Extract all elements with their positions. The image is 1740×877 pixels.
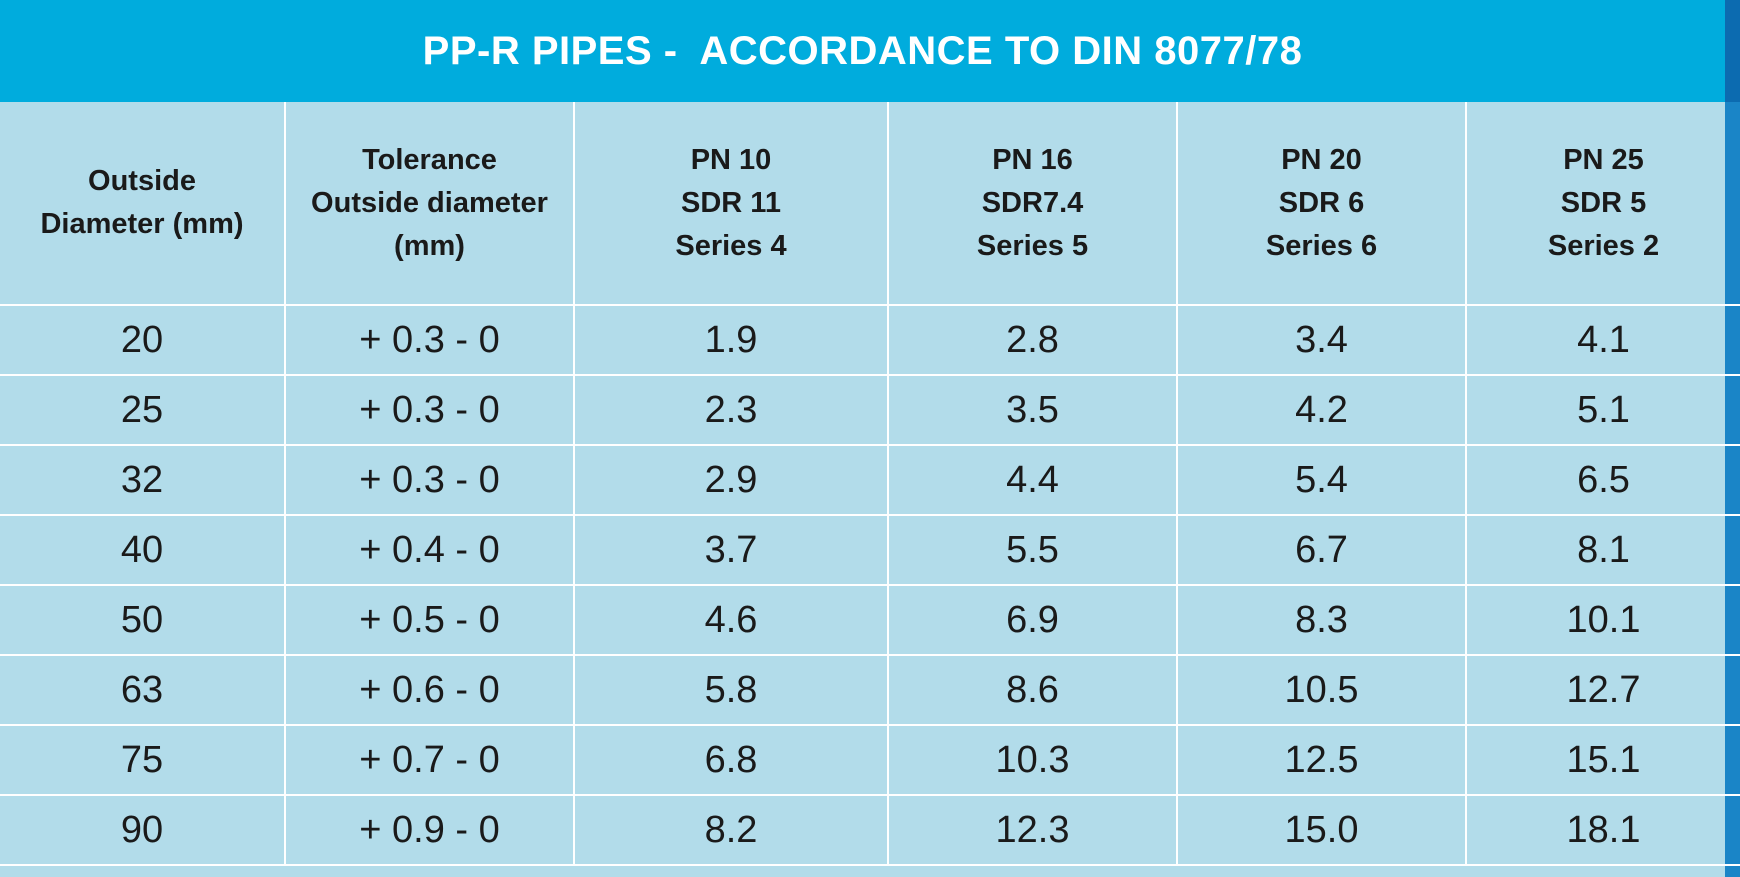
cell-pn20: 4.2 bbox=[1176, 375, 1466, 446]
cell-pn10: 2.3 bbox=[573, 375, 888, 446]
cell-diameter: 75 bbox=[0, 725, 285, 796]
table-row: 40 + 0.4 - 0 3.7 5.5 6.7 8.1 bbox=[0, 515, 1740, 586]
table-row: 75 + 0.7 - 0 6.8 10.3 12.5 15.1 bbox=[0, 725, 1740, 796]
cell-pn16: 12.3 bbox=[887, 795, 1177, 866]
cell-diameter: 25 bbox=[0, 375, 285, 446]
cell-pn25: 4.1 bbox=[1465, 305, 1740, 376]
cell-pn20: 5.4 bbox=[1176, 445, 1466, 516]
cell-pn20: 6.7 bbox=[1176, 515, 1466, 586]
cell-tolerance: + 0.5 - 0 bbox=[284, 585, 574, 656]
cell-diameter: 40 bbox=[0, 515, 285, 586]
pipe-dimensions-table: Outside Diameter (mm) Tolerance Outside … bbox=[0, 102, 1740, 866]
cell-pn25: 15.1 bbox=[1465, 725, 1740, 796]
table-row: 20 + 0.3 - 0 1.9 2.8 3.4 4.1 bbox=[0, 305, 1740, 376]
header-line: (mm) bbox=[394, 229, 465, 262]
cell-pn10: 1.9 bbox=[573, 305, 888, 376]
header-line: Outside bbox=[88, 165, 196, 197]
cell-pn10: 4.6 bbox=[573, 585, 888, 656]
cell-pn16: 5.5 bbox=[887, 515, 1177, 586]
cell-pn25: 6.5 bbox=[1465, 445, 1740, 516]
cell-pn16: 2.8 bbox=[887, 305, 1177, 376]
cell-tolerance: + 0.4 - 0 bbox=[284, 515, 574, 586]
table-row: 90 + 0.9 - 0 8.2 12.3 15.0 18.1 bbox=[0, 795, 1740, 866]
cell-pn20: 3.4 bbox=[1176, 305, 1466, 376]
cell-tolerance: + 0.3 - 0 bbox=[284, 445, 574, 516]
header-pn20: PN 20 SDR 6 Series 6 bbox=[1176, 102, 1466, 306]
header-outside-diameter: Outside Diameter (mm) bbox=[0, 102, 285, 306]
cell-pn20: 8.3 bbox=[1176, 585, 1466, 656]
header-line: PN 16 bbox=[992, 143, 1073, 176]
cell-pn16: 10.3 bbox=[887, 725, 1177, 796]
header-line: SDR 5 bbox=[1560, 186, 1647, 219]
cell-diameter: 63 bbox=[0, 655, 285, 726]
side-strip-top bbox=[1725, 0, 1740, 102]
header-line: Diameter (mm) bbox=[40, 208, 244, 240]
cell-pn25: 12.7 bbox=[1465, 655, 1740, 726]
table-row: 32 + 0.3 - 0 2.9 4.4 5.4 6.5 bbox=[0, 445, 1740, 516]
header-pn16: PN 16 SDR7.4 Series 5 bbox=[887, 102, 1177, 306]
header-line: Outside diameter bbox=[311, 186, 548, 219]
cell-tolerance: + 0.3 - 0 bbox=[284, 375, 574, 446]
cell-pn25: 18.1 bbox=[1465, 795, 1740, 866]
cell-pn20: 15.0 bbox=[1176, 795, 1466, 866]
table-row: 50 + 0.5 - 0 4.6 6.9 8.3 10.1 bbox=[0, 585, 1740, 656]
header-line: PN 10 bbox=[690, 143, 772, 176]
header-line: SDR 6 bbox=[1278, 186, 1365, 219]
header-tolerance: Tolerance Outside diameter (mm) bbox=[284, 102, 574, 306]
header-line: Series 4 bbox=[675, 229, 787, 262]
table-row: 25 + 0.3 - 0 2.3 3.5 4.2 5.1 bbox=[0, 375, 1740, 446]
cell-tolerance: + 0.3 - 0 bbox=[284, 305, 574, 376]
cell-pn20: 10.5 bbox=[1176, 655, 1466, 726]
cell-pn10: 5.8 bbox=[573, 655, 888, 726]
header-line: Series 5 bbox=[976, 229, 1089, 262]
header-pn25: PN 25 SDR 5 Series 2 bbox=[1465, 102, 1740, 306]
cell-pn16: 3.5 bbox=[887, 375, 1177, 446]
cell-pn16: 8.6 bbox=[887, 655, 1177, 726]
cell-pn25: 5.1 bbox=[1465, 375, 1740, 446]
cell-pn25: 8.1 bbox=[1465, 515, 1740, 586]
header-line: SDR7.4 bbox=[981, 186, 1084, 219]
cell-pn10: 2.9 bbox=[573, 445, 888, 516]
table-header-row: Outside Diameter (mm) Tolerance Outside … bbox=[0, 102, 1740, 306]
header-line: Series 2 bbox=[1547, 229, 1660, 262]
header-line: PN 20 bbox=[1281, 143, 1362, 176]
cell-pn16: 4.4 bbox=[887, 445, 1177, 516]
cell-pn10: 8.2 bbox=[573, 795, 888, 866]
cell-pn16: 6.9 bbox=[887, 585, 1177, 656]
cell-pn25: 10.1 bbox=[1465, 585, 1740, 656]
header-line: PN 25 bbox=[1563, 143, 1644, 176]
cell-tolerance: + 0.9 - 0 bbox=[284, 795, 574, 866]
cell-pn10: 6.8 bbox=[573, 725, 888, 796]
page-title: PP-R PIPES - ACCORDANCE TO DIN 8077/78 bbox=[0, 0, 1725, 102]
header-line: Tolerance bbox=[362, 143, 497, 176]
header-line: Series 6 bbox=[1265, 229, 1378, 262]
cell-tolerance: + 0.6 - 0 bbox=[284, 655, 574, 726]
table-row: 63 + 0.6 - 0 5.8 8.6 10.5 12.7 bbox=[0, 655, 1740, 726]
cell-tolerance: + 0.7 - 0 bbox=[284, 725, 574, 796]
cell-pn20: 12.5 bbox=[1176, 725, 1466, 796]
header-line: SDR 11 bbox=[681, 186, 781, 219]
cell-pn10: 3.7 bbox=[573, 515, 888, 586]
cell-diameter: 50 bbox=[0, 585, 285, 656]
cell-diameter: 90 bbox=[0, 795, 285, 866]
cell-diameter: 32 bbox=[0, 445, 285, 516]
cell-diameter: 20 bbox=[0, 305, 285, 376]
header-pn10: PN 10 SDR 11 Series 4 bbox=[573, 102, 888, 306]
